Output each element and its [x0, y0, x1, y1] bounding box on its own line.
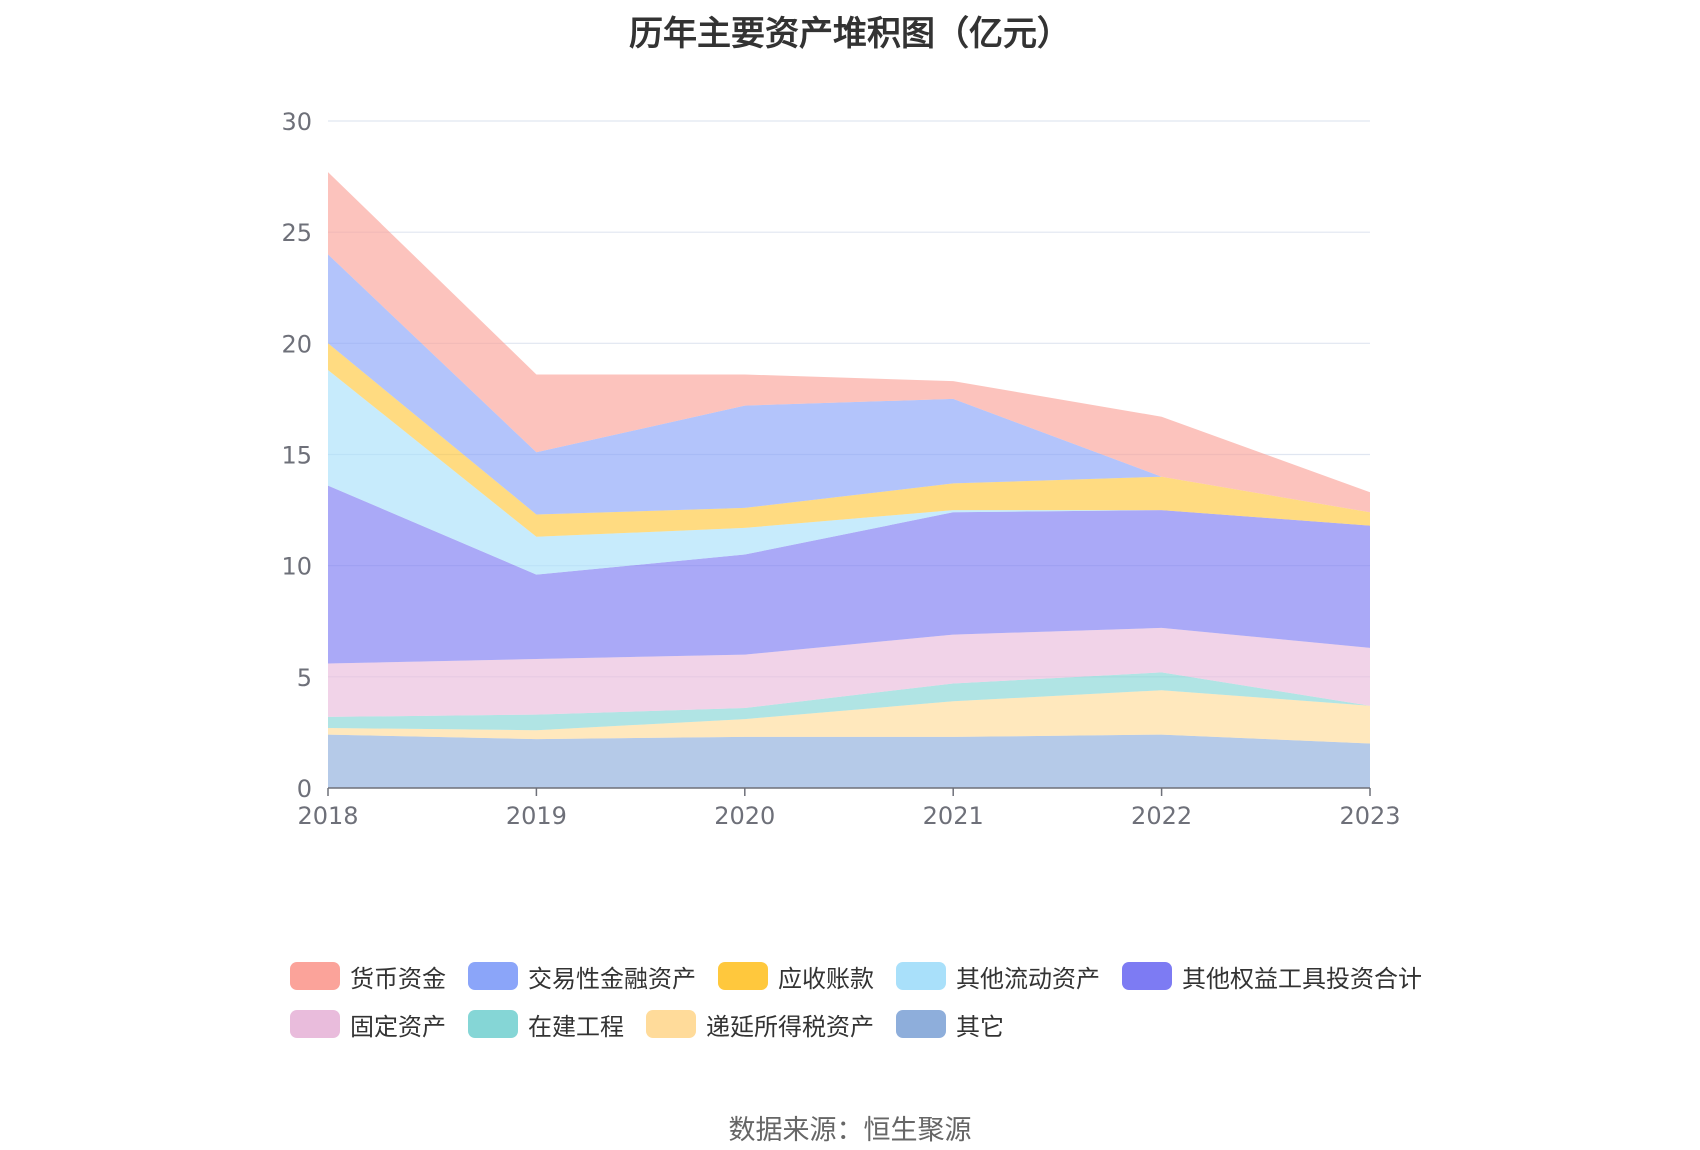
legend-swatch	[896, 1010, 946, 1038]
axes: 0 5 10 15 20 25 30 2018 2019 2020 2021 2022 2023	[281, 108, 1400, 830]
legend-swatch	[468, 1010, 518, 1038]
area-series-0	[328, 734, 1370, 788]
legend-label: 货币资金	[350, 964, 446, 993]
x-tick-label: 2019	[506, 802, 567, 830]
legend-swatch	[646, 1010, 696, 1038]
source-note: 数据来源：恒生聚源	[728, 1115, 972, 1146]
area-series	[328, 172, 1370, 788]
legend-label: 应收账款	[778, 964, 874, 993]
chart-plot: 0 5 10 15 20 25 30 2018 2019 2020 2021 2022 2023	[281, 108, 1400, 830]
chart-title: 历年主要资产堆积图（亿元）	[629, 14, 1071, 54]
legend-swatch	[468, 962, 518, 990]
y-tick-label: 10	[281, 553, 312, 581]
x-tick-label: 2020	[714, 802, 775, 830]
area-series-7	[328, 254, 1370, 515]
legend-item[interactable]: 递延所得税资产	[646, 1007, 874, 1042]
legend: 货币资金 交易性金融资产 应收账款 其他流动资产 其他权益工具投资合计 固定资产 在建工程…	[290, 952, 1490, 1048]
x-tick-label: 2021	[923, 802, 984, 830]
legend-label: 递延所得税资产	[706, 1012, 874, 1041]
area-series-6	[328, 343, 1370, 537]
y-tick-label: 20	[281, 330, 312, 358]
legend-swatch	[718, 962, 768, 990]
x-tick-label: 2023	[1339, 802, 1400, 830]
area-series-4	[328, 485, 1370, 664]
legend-row: 货币资金 交易性金融资产 应收账款 其他流动资产 其他权益工具投资合计	[290, 952, 1490, 1000]
legend-swatch	[896, 962, 946, 990]
legend-item[interactable]: 在建工程	[468, 1007, 624, 1042]
x-tick-label: 2022	[1131, 802, 1192, 830]
legend-item[interactable]: 交易性金融资产	[468, 959, 696, 994]
legend-item[interactable]: 货币资金	[290, 959, 446, 994]
legend-item[interactable]: 其他权益工具投资合计	[1122, 959, 1422, 994]
area-series-1	[328, 690, 1370, 744]
legend-label: 其它	[956, 1012, 1004, 1041]
legend-item[interactable]: 应收账款	[718, 959, 874, 994]
area-series-8	[328, 172, 1370, 513]
legend-label: 固定资产	[350, 1012, 446, 1041]
y-tick-label: 30	[281, 108, 312, 136]
x-tick-label: 2018	[297, 802, 358, 830]
legend-label: 其他流动资产	[956, 964, 1100, 993]
y-tick-label: 0	[297, 775, 312, 803]
legend-label: 在建工程	[528, 1012, 624, 1041]
y-tick-label: 25	[281, 219, 312, 247]
y-tick-label: 15	[281, 442, 312, 470]
legend-swatch	[1122, 962, 1172, 990]
legend-label: 交易性金融资产	[528, 964, 696, 993]
legend-swatch	[290, 1010, 340, 1038]
area-series-3	[328, 627, 1370, 717]
area-series-2	[328, 672, 1370, 731]
y-tick-label: 5	[297, 664, 312, 692]
legend-swatch	[290, 962, 340, 990]
legend-item[interactable]: 其他流动资产	[896, 959, 1100, 994]
legend-item[interactable]: 其它	[896, 1007, 1004, 1042]
legend-row: 固定资产 在建工程 递延所得税资产 其它	[290, 1000, 1490, 1048]
legend-label: 其他权益工具投资合计	[1182, 964, 1422, 993]
legend-item[interactable]: 固定资产	[290, 1007, 446, 1042]
